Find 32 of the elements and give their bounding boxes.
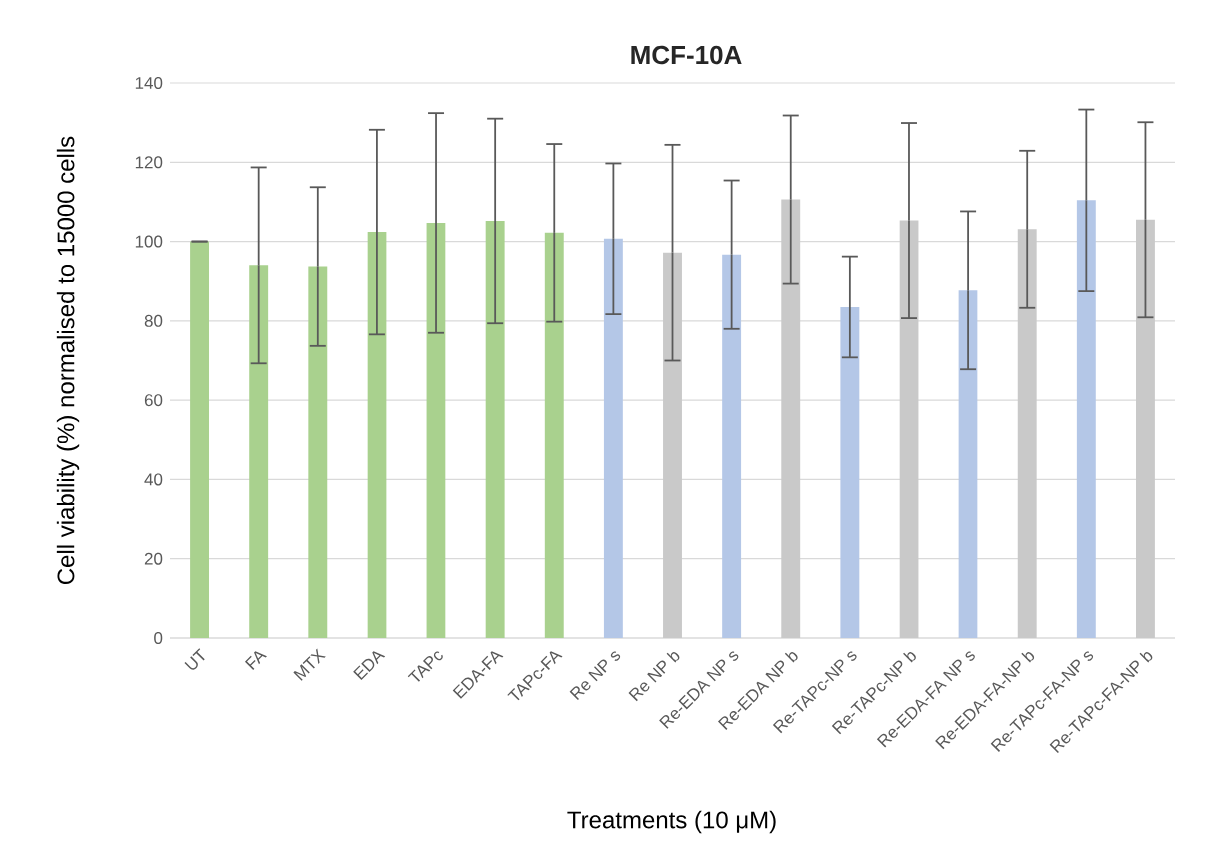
chart-title: MCF-10A xyxy=(631,45,742,65)
x-tick-label: UT xyxy=(184,648,205,670)
x-tick-label: Re NP s xyxy=(569,651,621,701)
bar xyxy=(722,254,742,638)
y-tick-label: 120 xyxy=(135,156,163,169)
bar xyxy=(249,265,269,638)
bar xyxy=(544,232,564,638)
bar xyxy=(485,220,505,638)
bar xyxy=(663,252,682,638)
x-tick-label: Re NP b xyxy=(628,652,680,702)
bar xyxy=(1135,219,1155,638)
x-tick-label: FA xyxy=(244,651,267,670)
bar xyxy=(308,266,328,638)
bar xyxy=(958,290,978,638)
y-tick-label: 20 xyxy=(144,552,163,565)
bar xyxy=(899,220,919,638)
bar xyxy=(840,306,860,638)
y-tick-label: 80 xyxy=(144,314,163,327)
y-axis-title: Cell viability (%) normalised to 15000 cells xyxy=(56,136,80,585)
y-tick-label: 140 xyxy=(135,77,163,90)
y-tick-label: 100 xyxy=(135,235,163,248)
x-axis-title: Treatments (10 μM) xyxy=(567,810,776,834)
bar xyxy=(367,232,387,638)
bar xyxy=(426,222,446,638)
y-tick-label: 40 xyxy=(144,473,163,486)
bar xyxy=(1076,200,1096,638)
bar xyxy=(781,199,801,638)
bar xyxy=(1017,229,1037,638)
bar xyxy=(190,241,210,638)
y-tick-label: 0 xyxy=(154,632,163,645)
y-tick-label: 60 xyxy=(144,394,163,407)
bar xyxy=(603,238,623,638)
